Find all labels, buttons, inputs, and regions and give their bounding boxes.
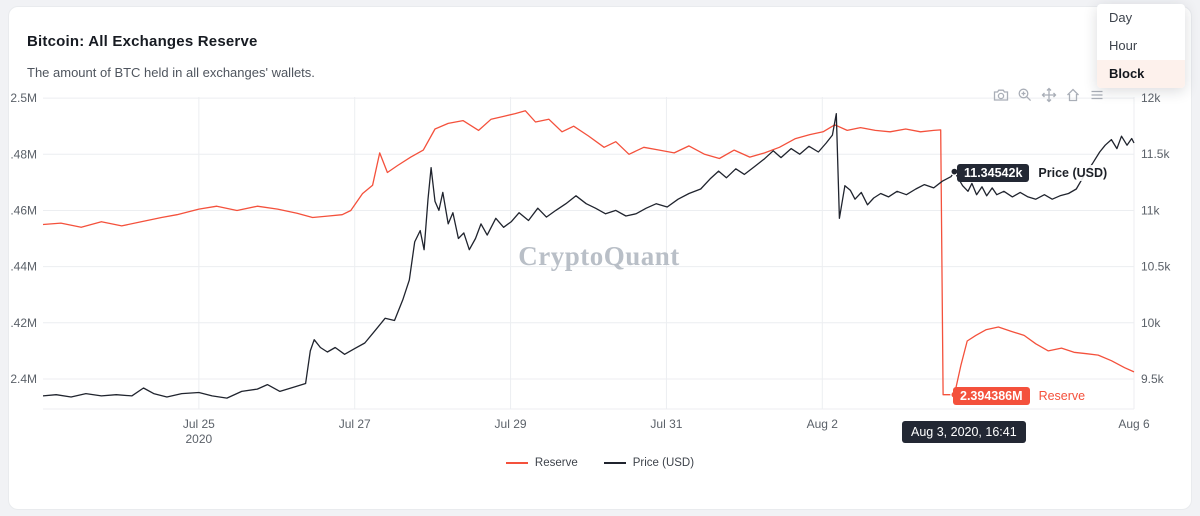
x-tick-label: Jul 25 <box>183 417 215 431</box>
pan-icon[interactable] <box>1041 87 1057 103</box>
left-tick-label: 2.5M <box>10 91 37 105</box>
left-tick-label: 2.4M <box>10 372 37 386</box>
price-tooltip: 11.34542k Price (USD) <box>957 164 1112 182</box>
x-tick-label: Aug 6 <box>1118 417 1150 431</box>
x-tick-sublabel: 2020 <box>186 432 213 446</box>
right-tick-label: 10k <box>1141 316 1161 330</box>
reserve-tooltip: 2.394386M Reserve <box>953 387 1090 405</box>
right-tick-label: 11.5k <box>1141 147 1170 161</box>
left-tick-label: .44M <box>10 260 37 274</box>
interval-dropdown: Day Hour Block <box>1097 4 1185 88</box>
home-icon[interactable] <box>1065 87 1081 103</box>
camera-icon[interactable] <box>993 87 1009 103</box>
dropdown-item-day[interactable]: Day <box>1109 10 1133 25</box>
zoom-in-icon[interactable] <box>1017 87 1033 103</box>
x-tick-label: Aug 2 <box>807 417 839 431</box>
cryptoquant-watermark: CryptoQuant <box>518 241 680 271</box>
left-tick-label: .42M <box>10 316 37 330</box>
reserve-tooltip-label: Reserve <box>1034 388 1090 404</box>
legend-item-price[interactable]: Price (USD) <box>603 457 695 469</box>
legend-label-price: Price (USD) <box>632 457 695 469</box>
reserve-tooltip-value: 2.394386M <box>953 387 1030 405</box>
x-tick-label: Jul 31 <box>650 417 682 431</box>
left-tick-label: .46M <box>10 203 37 217</box>
reserve-line-sample <box>505 462 528 464</box>
chart-title: Bitcoin: All Exchanges Reserve <box>27 33 258 50</box>
right-tick-label: 9.5k <box>1141 372 1165 386</box>
dropdown-item-block[interactable]: Block <box>1097 60 1185 88</box>
chart-subtitle: The amount of BTC held in all exchanges'… <box>27 65 315 80</box>
legend-item-reserve[interactable]: Reserve <box>505 457 578 469</box>
right-tick-label: 10.5k <box>1141 260 1171 274</box>
price-tooltip-value: 11.34542k <box>957 164 1030 182</box>
price-line-sample <box>603 462 626 464</box>
menu-icon[interactable] <box>1089 87 1105 103</box>
right-tick-label: 11k <box>1141 203 1160 217</box>
left-tick-label: .48M <box>10 147 37 161</box>
legend-label-reserve: Reserve <box>534 457 578 469</box>
date-tooltip: Aug 3, 2020, 16:41 <box>902 421 1026 443</box>
chart-card: Bitcoin: All Exchanges Reserve The amoun… <box>8 6 1192 510</box>
price-tooltip-label: Price (USD) <box>1034 165 1112 181</box>
chart-toolbar <box>993 87 1105 103</box>
right-tick-label: 12k <box>1141 91 1161 105</box>
chart-legend: Reserve Price (USD) <box>9 457 1191 469</box>
x-tick-label: Jul 29 <box>495 417 527 431</box>
dropdown-item-hour[interactable]: Hour <box>1109 38 1138 53</box>
x-tick-label: Jul 27 <box>339 417 371 431</box>
reserve-line <box>42 110 1135 396</box>
price-line <box>42 113 1135 399</box>
